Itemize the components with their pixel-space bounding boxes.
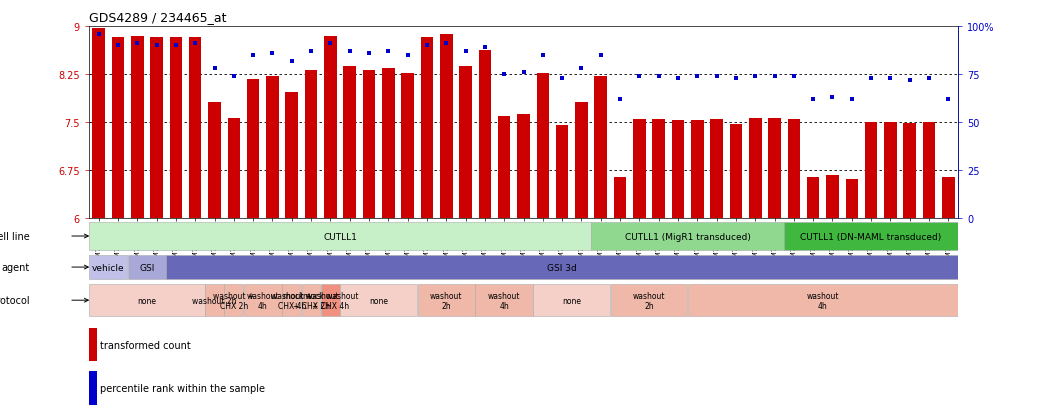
Text: washout +
CHX 4h: washout + CHX 4h [271, 291, 312, 310]
Bar [784, 222, 958, 251]
Bar [89, 328, 97, 361]
Bar [942, 178, 955, 219]
Bar [652, 120, 665, 219]
Text: none: none [562, 296, 581, 305]
Text: washout
4h: washout 4h [488, 291, 520, 310]
Bar [592, 222, 784, 251]
Bar [710, 120, 722, 219]
Bar [89, 222, 591, 251]
Bar [247, 79, 260, 219]
Bar [556, 126, 569, 219]
Bar [401, 74, 414, 219]
Text: GSI: GSI [139, 263, 155, 272]
Bar [768, 119, 781, 219]
Bar [131, 37, 143, 219]
Bar [440, 35, 452, 219]
Text: mock washout
+ CHX 4h: mock washout + CHX 4h [303, 291, 358, 310]
Bar [826, 176, 839, 219]
Text: protocol: protocol [0, 295, 29, 306]
Bar [672, 121, 685, 219]
Text: GDS4289 / 234465_at: GDS4289 / 234465_at [89, 11, 226, 24]
Text: CUTLL1: CUTLL1 [324, 232, 357, 241]
Bar [89, 372, 97, 405]
Bar [227, 119, 240, 219]
Text: washout
2h: washout 2h [430, 291, 463, 310]
Bar [846, 179, 859, 219]
Bar [151, 38, 163, 219]
Bar [286, 93, 298, 219]
Bar [787, 120, 800, 219]
Bar [382, 69, 395, 219]
Bar [89, 255, 128, 280]
Bar [340, 284, 417, 317]
Bar [691, 120, 704, 219]
Bar [325, 37, 337, 219]
Bar [283, 284, 302, 317]
Bar [321, 284, 340, 317]
Bar [922, 122, 935, 219]
Bar [92, 29, 105, 219]
Bar [188, 38, 201, 219]
Text: mock washout
+ CHX 2h: mock washout + CHX 2h [284, 291, 339, 310]
Bar [305, 70, 317, 219]
Bar [302, 284, 320, 317]
Bar [575, 102, 587, 219]
Text: CUTLL1 (MigR1 transduced): CUTLL1 (MigR1 transduced) [625, 232, 751, 241]
Bar [224, 284, 243, 317]
Text: washout
4h: washout 4h [806, 291, 839, 310]
Bar [536, 74, 549, 219]
Text: CUTLL1 (DN-MAML transduced): CUTLL1 (DN-MAML transduced) [801, 232, 941, 241]
Bar [208, 102, 221, 219]
Bar [421, 38, 433, 219]
Text: agent: agent [1, 262, 29, 273]
Bar [904, 124, 916, 219]
Bar [595, 77, 607, 219]
Text: none: none [370, 296, 388, 305]
Text: washout
4h: washout 4h [246, 291, 280, 310]
Bar [688, 284, 958, 317]
Bar [807, 178, 820, 219]
Bar [614, 177, 626, 219]
Text: washout +
CHX 2h: washout + CHX 2h [214, 291, 254, 310]
Bar [749, 119, 761, 219]
Bar [205, 284, 224, 317]
Bar [865, 122, 877, 219]
Text: transformed count: transformed count [101, 340, 191, 350]
Bar [418, 284, 475, 317]
Text: GSI 3d: GSI 3d [548, 263, 577, 272]
Bar [533, 284, 610, 317]
Text: percentile rank within the sample: percentile rank within the sample [101, 383, 265, 393]
Bar [343, 66, 356, 219]
Bar [244, 284, 282, 317]
Bar [112, 38, 125, 219]
Bar [884, 122, 896, 219]
Text: cell line: cell line [0, 231, 29, 242]
Text: washout 2h: washout 2h [193, 296, 237, 305]
Bar [128, 255, 166, 280]
Text: washout
2h: washout 2h [632, 291, 665, 310]
Text: none: none [137, 296, 156, 305]
Bar [170, 38, 182, 219]
Bar [475, 284, 533, 317]
Bar [633, 120, 646, 219]
Text: vehicle: vehicle [92, 263, 125, 272]
Bar [517, 115, 530, 219]
Bar [730, 125, 742, 219]
Bar [460, 66, 472, 219]
Bar [266, 77, 279, 219]
Bar [89, 284, 204, 317]
Bar [362, 70, 375, 219]
Bar [610, 284, 688, 317]
Bar [498, 116, 511, 219]
Bar [478, 51, 491, 219]
